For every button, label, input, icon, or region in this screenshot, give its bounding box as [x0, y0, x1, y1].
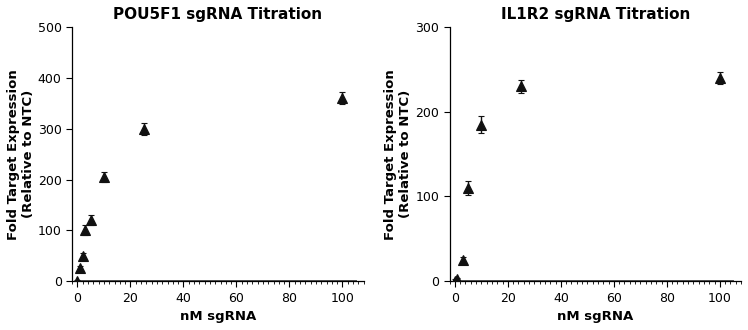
Title: IL1R2 sgRNA Titration: IL1R2 sgRNA Titration	[500, 7, 690, 22]
X-axis label: nM sgRNA: nM sgRNA	[557, 310, 634, 323]
Y-axis label: Fold Target Expression
(Relative to NTC): Fold Target Expression (Relative to NTC)	[384, 69, 412, 240]
X-axis label: nM sgRNA: nM sgRNA	[180, 310, 256, 323]
Title: POU5F1 sgRNA Titration: POU5F1 sgRNA Titration	[114, 7, 322, 22]
Y-axis label: Fold Target Expression
(Relative to NTC): Fold Target Expression (Relative to NTC)	[7, 69, 35, 240]
